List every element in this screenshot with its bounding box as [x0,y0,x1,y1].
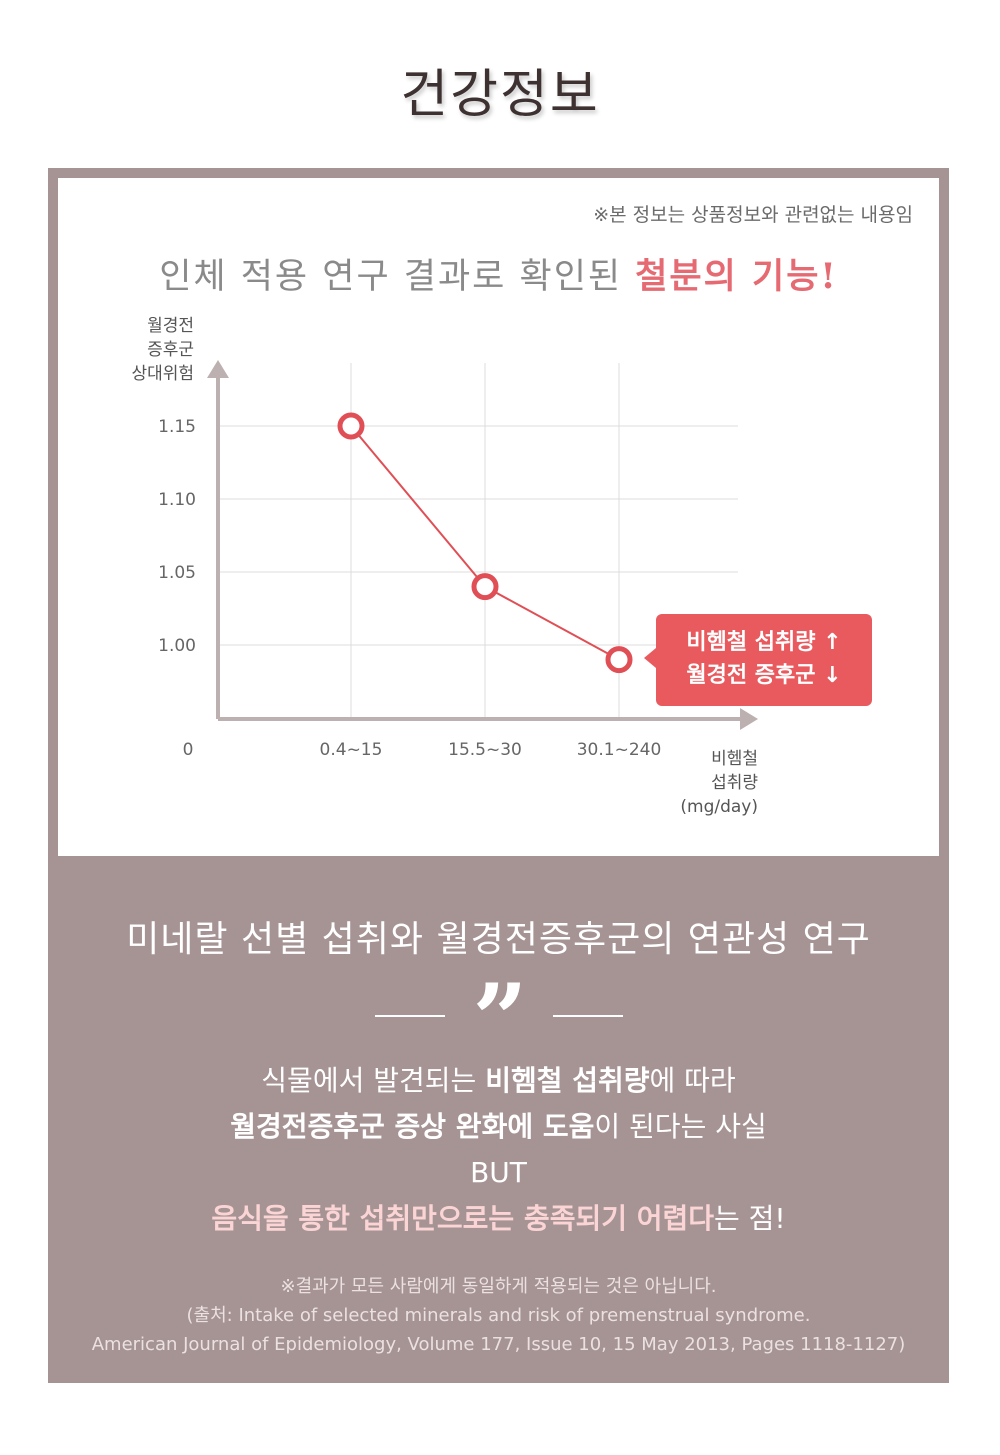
callout-line-2: 월경전 증후군 ↓ [686,663,842,688]
footnotes: ※결과가 모든 사람에게 동일하게 적용되는 것은 아닙니다. (출처: Int… [48,1272,949,1359]
x-axis-title-line: 비헴철 [711,749,758,769]
page-title: 건강정보 [400,65,600,125]
result-callout: 비헴철 섭취량 ↑ 월경전 증후군 ↓ [644,614,872,706]
footnote-2: (출처: Intake of selected minerals and ris… [186,1305,811,1326]
callout-line-1: 비헴철 섭취량 ↑ [686,630,842,655]
x-tick-label: 30.1~240 [577,740,662,760]
y-tick-label: 1.00 [158,636,196,656]
y-tick-label: 1.15 [158,417,196,437]
chart-axes [207,360,758,730]
x-axis-title-line: (mg/day) [680,797,758,817]
summary-text: 식물에서 발견되는 비헴철 섭취량에 따라 월경전증후군 증상 완화에 도움이 … [48,1058,949,1242]
headline-prefix: 인체 적용 연구 결과로 확인된 [159,257,636,297]
headline-highlight: 철분의 기능! [635,256,838,297]
summary-line-1: 식물에서 발견되는 비헴철 섭취량에 따라 [48,1058,949,1104]
data-point [605,646,633,674]
y-axis-arrow-icon [207,360,229,378]
origin-label: 0 [183,740,194,760]
summary-l2-bold2: 도움 [542,1110,595,1143]
quote-rule-left [375,1015,445,1017]
x-axis-title-line: 섭취량 [711,773,758,793]
chart-series [337,412,633,674]
y-axis-title-line: 증후군 [147,340,194,360]
chart-headline: 인체 적용 연구 결과로 확인된 철분의 기능! [58,248,939,299]
footnote-1: ※결과가 모든 사람에게 동일하게 적용되는 것은 아닙니다. [280,1276,717,1297]
footnote-3: American Journal of Epidemiology, Volume… [91,1334,906,1355]
chart-labels: 1.00 1.05 1.10 1.15 0.4~15 15.5~30 30.1~240 0 월경… [131,316,758,817]
summary-l2-post: 이 된다는 사실 [594,1110,767,1143]
summary-l1-post: 에 따라 [649,1064,736,1097]
data-point [337,412,365,440]
summary-line-3: BUT [470,1156,527,1189]
x-axis-arrow-icon [740,708,758,730]
quote-mark-icon: ” [472,963,528,1076]
summary-line-2: 월경전증후군 증상 완화에 도움이 된다는 사실 [48,1104,949,1150]
chart-card: ※본 정보는 상품정보와 관련없는 내용임 인체 적용 연구 결과로 확인된 철… [58,178,939,856]
summary-line-4: 음식을 통한 섭취만으로는 충족되기 어렵다는 점! [48,1196,949,1242]
quote-rule-right [553,1015,623,1017]
risk-line-chart: 1.00 1.05 1.10 1.15 0.4~15 15.5~30 30.1~240 0 월경… [131,316,758,817]
x-tick-label: 15.5~30 [448,740,522,760]
summary-l2-mid: 에 [507,1110,543,1143]
data-point [471,573,499,601]
summary-l1-pre: 식물에서 발견되는 [261,1064,486,1097]
y-tick-label: 1.10 [158,490,196,510]
summary-l4-pink: 음식을 통한 섭취만으로는 충족되기 어렵다 [211,1202,715,1235]
x-tick-label: 0.4~15 [320,740,383,760]
y-tick-label: 1.05 [158,563,196,583]
y-axis-title-line: 상대위험 [131,364,194,384]
summary-l2-bold1: 월경전증후군 증상 완화 [230,1110,508,1143]
study-title: 미네랄 선별 섭취와 월경전증후군의 연관성 연구 [126,919,871,960]
summary-l4-post: 는 점! [714,1202,786,1235]
summary-l1-bold: 비헴철 섭취량 [485,1064,650,1097]
disclaimer-text: ※본 정보는 상품정보와 관련없는 내용임 [593,204,913,226]
y-axis-title-line: 월경전 [147,316,194,336]
